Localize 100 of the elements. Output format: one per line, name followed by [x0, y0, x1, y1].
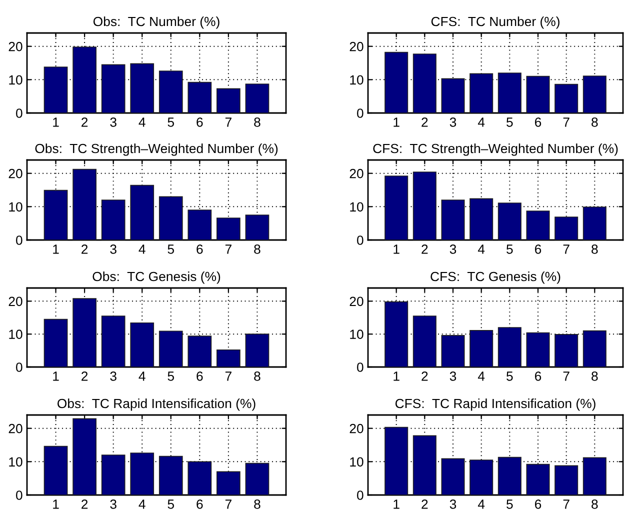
y-tick-label: 20 [350, 42, 364, 52]
bar [498, 327, 522, 367]
bar [384, 301, 408, 367]
x-tick-label: 4 [138, 244, 146, 254]
x-tick-label: 6 [535, 244, 542, 254]
x-tick-label: 5 [506, 244, 513, 254]
y-tick-label: 20 [350, 168, 364, 178]
x-tick-label: 3 [110, 500, 116, 509]
bar [412, 172, 436, 240]
bar [470, 73, 494, 113]
bar [554, 334, 578, 367]
bar [216, 349, 240, 367]
bar [582, 330, 606, 367]
x-tick-label: 2 [422, 500, 428, 509]
y-tick-label: 0 [357, 236, 364, 245]
y-tick-label: 0 [16, 490, 22, 500]
y-tick-label: 10 [9, 457, 22, 467]
x-tick-label: 8 [592, 118, 598, 127]
bar [158, 196, 183, 240]
bar [441, 200, 465, 240]
bar [554, 216, 578, 240]
bar [72, 418, 96, 495]
x-tick-label: 6 [196, 500, 203, 509]
bar [470, 460, 494, 495]
y-tick-label: 10 [350, 330, 364, 339]
bar [526, 464, 550, 495]
x-tick-label: 1 [394, 244, 400, 254]
x-tick-label: 5 [168, 244, 174, 254]
x-tick-label: 1 [53, 118, 59, 127]
x-tick-label: 4 [478, 372, 485, 381]
x-tick-label: 6 [535, 500, 542, 509]
x-tick-label: 1 [53, 244, 59, 254]
bar [188, 336, 212, 367]
bar [526, 210, 550, 240]
x-tick-label: 7 [563, 372, 570, 381]
x-tick-label: 1 [394, 118, 400, 127]
bar [384, 52, 408, 113]
bar [158, 330, 183, 367]
y-tick-label: 20 [8, 296, 22, 306]
bar [441, 334, 465, 367]
bar [412, 54, 436, 113]
bar [188, 461, 212, 495]
x-tick-label: 5 [506, 500, 513, 509]
y-tick-label: 20 [8, 168, 22, 178]
x-tick-label: 1 [53, 372, 59, 381]
bar [470, 330, 494, 367]
chart-title: Obs: TC Rapid Intensification (%) [58, 398, 256, 411]
bar [44, 66, 68, 113]
x-tick-label: 2 [82, 500, 88, 509]
x-tick-label: 4 [138, 500, 146, 509]
bar [130, 184, 154, 240]
x-tick-label: 7 [225, 118, 232, 127]
chart-title: Obs: TC Genesis (%) [92, 271, 220, 284]
chart-title: Obs: TC Number (%) [93, 16, 220, 29]
bar [101, 454, 126, 495]
chart-title: Obs: TC Strength–Weighted Number (%) [35, 143, 278, 156]
x-tick-label: 5 [168, 118, 174, 127]
x-tick-label: 4 [138, 372, 146, 381]
bar [130, 63, 154, 113]
x-tick-label: 2 [82, 244, 88, 254]
chart-title: CFS: TC Number (%) [431, 16, 560, 29]
x-tick-label: 8 [592, 372, 598, 381]
x-tick-label: 6 [535, 372, 542, 381]
x-tick-label: 8 [254, 372, 260, 381]
x-tick-label: 1 [394, 372, 400, 381]
bar [216, 218, 240, 240]
x-tick-label: 7 [225, 372, 232, 381]
x-tick-label: 7 [563, 118, 570, 127]
y-tick-label: 10 [9, 330, 22, 339]
x-tick-label: 5 [168, 372, 174, 381]
bar [582, 76, 606, 113]
bar [245, 214, 270, 240]
x-tick-label: 7 [563, 500, 570, 509]
bar [384, 176, 408, 240]
x-tick-label: 4 [478, 244, 485, 254]
x-tick-label: 3 [450, 118, 456, 127]
bar [101, 316, 126, 367]
bar [188, 82, 212, 113]
y-tick-label: 10 [350, 202, 364, 212]
x-tick-label: 1 [53, 500, 59, 509]
bar [498, 456, 522, 495]
bar [441, 458, 465, 495]
bar [412, 316, 436, 367]
x-tick-label: 2 [422, 372, 428, 381]
x-tick-label: 3 [450, 244, 456, 254]
bar [582, 457, 606, 495]
x-tick-label: 4 [478, 118, 485, 127]
x-tick-label: 3 [110, 244, 116, 254]
x-tick-label: 5 [506, 118, 513, 127]
bar [130, 452, 154, 495]
x-tick-label: 8 [592, 500, 598, 509]
x-tick-label: 6 [535, 118, 542, 127]
bar [554, 84, 578, 113]
x-tick-label: 6 [196, 372, 203, 381]
y-tick-label: 0 [357, 490, 364, 500]
bar [101, 64, 126, 113]
x-tick-label: 5 [506, 372, 513, 381]
bar [245, 84, 270, 113]
x-tick-label: 6 [196, 244, 203, 254]
bar [188, 210, 212, 240]
